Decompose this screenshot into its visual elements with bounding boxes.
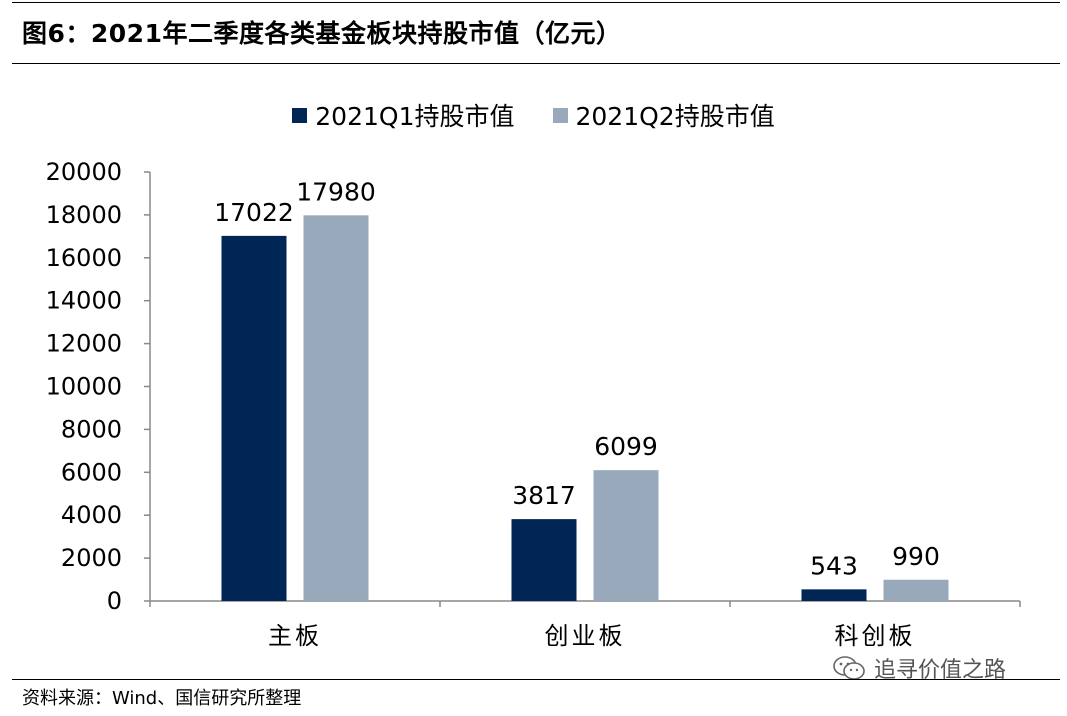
bar-q1	[221, 235, 287, 601]
y-tick-label: 14000	[46, 287, 122, 315]
y-tick-label: 16000	[46, 244, 122, 272]
wechat-icon	[833, 656, 865, 680]
data-label-q2: 6099	[594, 432, 658, 461]
source-note: 资料来源：Wind、国信研究所整理	[22, 688, 302, 709]
y-tick-label: 6000	[61, 458, 122, 486]
y-tick-label: 2000	[61, 544, 122, 572]
bar-q1	[801, 589, 867, 601]
data-label-q1: 17022	[214, 198, 294, 227]
data-label-q1: 543	[810, 551, 858, 580]
y-tick-label: 12000	[46, 330, 122, 358]
watermark: 追寻价值之路	[832, 652, 1006, 684]
legend-item-q2: 2021Q2持股市值	[552, 97, 775, 133]
data-label-q2: 990	[892, 542, 940, 571]
legend-label-q2: 2021Q2持股市值	[575, 102, 775, 131]
legend-swatch-q1	[292, 107, 308, 123]
bar-q1	[511, 519, 577, 601]
data-label-q1: 3817	[512, 481, 576, 510]
title-rule	[12, 63, 1060, 64]
data-label-q2: 17980	[296, 177, 376, 206]
y-tick-label: 8000	[61, 415, 122, 443]
watermark-text: 追寻价值之路	[874, 658, 1007, 683]
chart-legend: 2021Q1持股市值 2021Q2持股市值	[0, 97, 1067, 133]
bar-q2	[883, 579, 949, 601]
x-category-label: 科创板	[835, 622, 916, 650]
bar-q2	[593, 470, 659, 601]
y-tick-label: 0	[107, 587, 122, 615]
bottom-rule	[12, 679, 1060, 680]
x-category-label: 创业板	[545, 622, 626, 650]
x-category-label: 主板	[268, 622, 322, 650]
bar-q2	[303, 215, 369, 602]
y-tick-label: 18000	[46, 201, 122, 229]
y-tick-label: 10000	[46, 373, 122, 401]
figure-title: 图6：2021年二季度各类基金板块持股市值（亿元）	[22, 19, 622, 48]
legend-label-q1: 2021Q1持股市值	[315, 102, 515, 131]
legend-item-q1: 2021Q1持股市值	[292, 97, 515, 133]
top-rule	[12, 2, 1060, 3]
y-tick-label: 4000	[61, 501, 122, 529]
y-tick-label: 20000	[46, 158, 122, 186]
legend-swatch-q2	[552, 107, 568, 123]
